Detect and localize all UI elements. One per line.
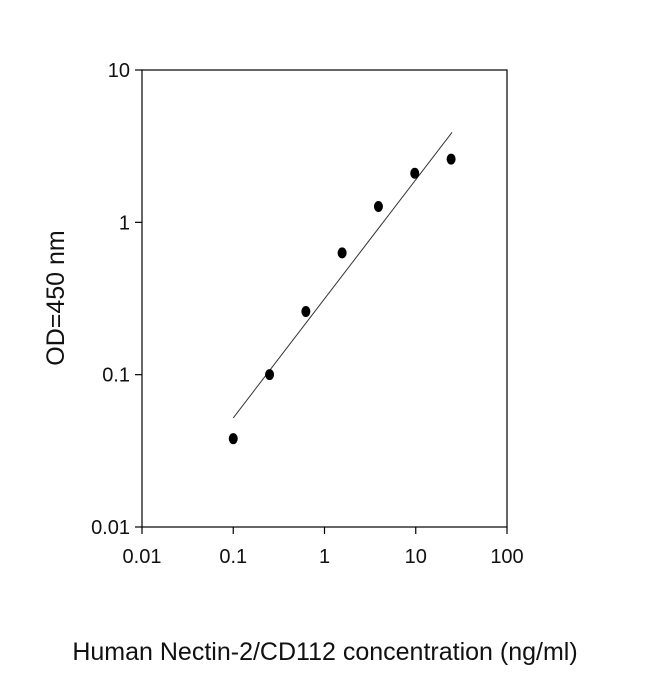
x-tick-label: 100: [490, 546, 523, 568]
data-point: [265, 369, 275, 381]
data-point: [373, 201, 383, 213]
x-tick-label: 10: [405, 546, 427, 568]
data-points: [228, 153, 456, 445]
y-axis-title: OD=450 nm: [42, 230, 70, 366]
y-tick-label: 10: [108, 60, 130, 82]
data-point: [337, 247, 347, 259]
y-tick-label: 1: [119, 212, 130, 234]
y-tick-label: 0.1: [102, 365, 130, 387]
data-point: [228, 433, 238, 445]
y-tick-label: 0.01: [91, 517, 130, 539]
x-tick-label: 0.01: [123, 546, 162, 568]
data-point: [446, 153, 456, 165]
x-axis-ticks: 0.01 0.1 1 10 100: [123, 527, 524, 568]
y-axis-ticks: 0.01 0.1 1 10: [91, 60, 142, 539]
x-tick-label: 1: [319, 546, 330, 568]
x-tick-label: 0.1: [219, 546, 247, 568]
data-point: [301, 305, 311, 317]
x-axis-title: Human Nectin-2/CD112 concentration (ng/m…: [72, 638, 577, 666]
data-point: [410, 167, 420, 179]
